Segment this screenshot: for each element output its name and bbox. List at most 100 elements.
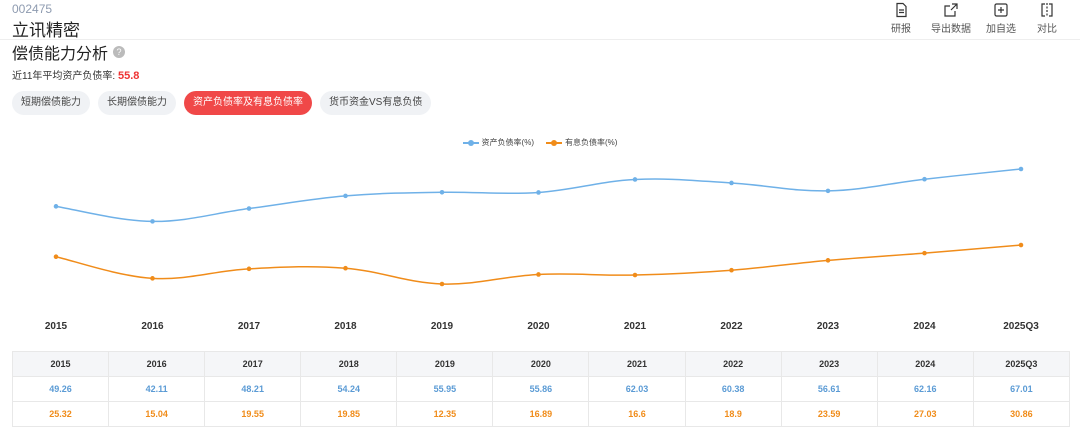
section-title-text: 偿债能力分析 — [12, 46, 109, 63]
x-tick-label: 2015 — [44, 321, 68, 332]
table-header-cell: 2016 — [108, 351, 206, 377]
stock-name: 立讯精密 — [12, 21, 80, 40]
table-cell: 67.01 — [972, 376, 1071, 402]
table-cell: 16.89 — [492, 401, 590, 427]
table-header-cell: 2021 — [588, 351, 686, 377]
data-point[interactable] — [729, 267, 734, 273]
data-point[interactable] — [439, 281, 445, 287]
table-cell: 12.35 — [396, 401, 494, 427]
line-chart — [53, 166, 1024, 287]
table-cell: 48.21 — [204, 376, 302, 402]
data-point[interactable] — [150, 276, 155, 281]
table-cell: 25.32 — [11, 401, 110, 427]
section-title: 偿债能力分析 ? — [12, 40, 126, 64]
table-header-cell: 2015 — [11, 351, 110, 377]
average-value: 55.8 — [117, 70, 140, 82]
legend-item-asset-liability[interactable]: 资产负债率(%) — [462, 137, 534, 148]
plus-square-icon — [994, 3, 1008, 17]
legend-swatch-orange — [546, 139, 562, 147]
tab-debt-ratio[interactable]: 资产负债率及有息负债率 — [184, 91, 312, 115]
data-point[interactable] — [1018, 166, 1024, 172]
export-button[interactable]: 导出数据 — [926, 2, 976, 35]
stock-code: 002475 — [12, 2, 53, 16]
x-tick-label: 2025Q3 — [1003, 321, 1039, 332]
table-row-interest-debt: 25.32 15.04 19.55 19.85 12.35 16.89 16.6 18.9 23… — [11, 401, 1071, 427]
x-tick-label: 2021 — [623, 321, 647, 332]
table-header-cell: 2019 — [396, 351, 494, 377]
table-cell: 49.26 — [11, 376, 110, 402]
data-table: 2015 2016 2017 2018 2019 2020 2021 2022 2023 2024… — [11, 351, 1071, 427]
data-point[interactable] — [53, 254, 59, 260]
tab-long-term[interactable]: 长期偿债能力 — [98, 91, 176, 115]
x-tick-label: 2019 — [430, 321, 454, 332]
compare-label: 对比 — [1037, 24, 1057, 35]
export-icon — [944, 3, 958, 17]
tab-short-term[interactable]: 短期偿债能力 — [12, 91, 90, 115]
table-cell: 18.9 — [684, 401, 782, 427]
table-cell: 54.24 — [300, 376, 398, 402]
data-point[interactable] — [246, 266, 252, 272]
table-header-cell: 2023 — [780, 351, 878, 377]
table-cell: 62.16 — [876, 376, 974, 402]
series-line-1 — [55, 244, 1022, 285]
toolbar: 研报 导出数据 加自选 对比 — [876, 2, 1068, 35]
average-summary: 近11年平均资产负债率: 55.8 — [12, 67, 139, 82]
compare-button[interactable]: 对比 — [1026, 2, 1068, 35]
research-label: 研报 — [891, 24, 911, 35]
data-point[interactable] — [246, 206, 252, 211]
table-cell: 19.55 — [204, 401, 302, 427]
table-cell: 60.38 — [684, 376, 782, 402]
x-tick-label: 2024 — [913, 321, 936, 332]
data-point[interactable] — [150, 219, 155, 224]
x-tick-label: 2017 — [237, 321, 261, 332]
data-point[interactable] — [825, 188, 831, 194]
table-cell: 55.95 — [396, 376, 494, 402]
data-point[interactable] — [922, 250, 927, 256]
table-header-cell: 2017 — [204, 351, 302, 377]
series-line-0 — [55, 168, 1022, 223]
table-cell: 56.61 — [780, 376, 878, 402]
data-point[interactable] — [343, 193, 348, 199]
table-header-cell: 2025Q3 — [972, 351, 1071, 377]
legend-label: 有息负债率(%) — [565, 138, 618, 147]
document-icon — [896, 2, 907, 18]
table-header-cell: 2020 — [492, 351, 590, 377]
table-cell: 62.03 — [588, 376, 686, 402]
average-label: 近11年平均资产负债率: — [12, 71, 116, 82]
add-watch-button[interactable]: 加自选 — [980, 2, 1022, 35]
data-point[interactable] — [729, 180, 734, 186]
research-button[interactable]: 研报 — [880, 2, 922, 35]
x-tick-label: 2022 — [720, 321, 743, 332]
table-cell: 19.85 — [300, 401, 398, 427]
header-divider — [0, 39, 1080, 40]
data-point[interactable] — [632, 177, 638, 182]
legend-swatch-blue — [462, 139, 479, 147]
table-header-cell: 2018 — [300, 351, 398, 377]
help-icon[interactable]: ? — [113, 46, 126, 58]
data-point[interactable] — [343, 265, 348, 271]
table-cell: 30.86 — [972, 401, 1071, 427]
chart-legend: 资产负债率(%) 有息负债率(%) — [0, 137, 1080, 148]
analysis-tabs: 短期偿债能力 长期偿债能力 资产负债率及有息负债率 货币资金VS有息负债 — [12, 91, 439, 115]
tab-cash-vs-debt[interactable]: 货币资金VS有息负债 — [320, 91, 432, 115]
data-point[interactable] — [825, 258, 831, 263]
table-cell: 15.04 — [108, 401, 206, 427]
add-watch-label: 加自选 — [986, 24, 1016, 35]
x-tick-label: 2018 — [334, 321, 357, 332]
legend-label: 资产负债率(%) — [481, 138, 534, 147]
data-point[interactable] — [632, 272, 638, 278]
x-axis-labels: 2015 2016 2017 2018 2019 2020 2021 2022 2023 2024… — [0, 321, 1080, 335]
data-point[interactable] — [536, 272, 541, 277]
compare-icon — [1041, 3, 1053, 17]
data-point[interactable] — [536, 190, 541, 195]
export-label: 导出数据 — [931, 24, 971, 35]
data-point[interactable] — [1018, 242, 1024, 248]
table-cell: 42.11 — [108, 376, 206, 402]
legend-item-interest-debt[interactable]: 有息负债率(%) — [546, 137, 617, 148]
table-header-row: 2015 2016 2017 2018 2019 2020 2021 2022 2023 2024… — [11, 351, 1071, 377]
table-header-cell: 2022 — [684, 351, 782, 377]
table-cell: 23.59 — [780, 401, 878, 427]
data-point[interactable] — [53, 204, 59, 209]
data-point[interactable] — [922, 176, 927, 182]
data-point[interactable] — [439, 189, 445, 195]
